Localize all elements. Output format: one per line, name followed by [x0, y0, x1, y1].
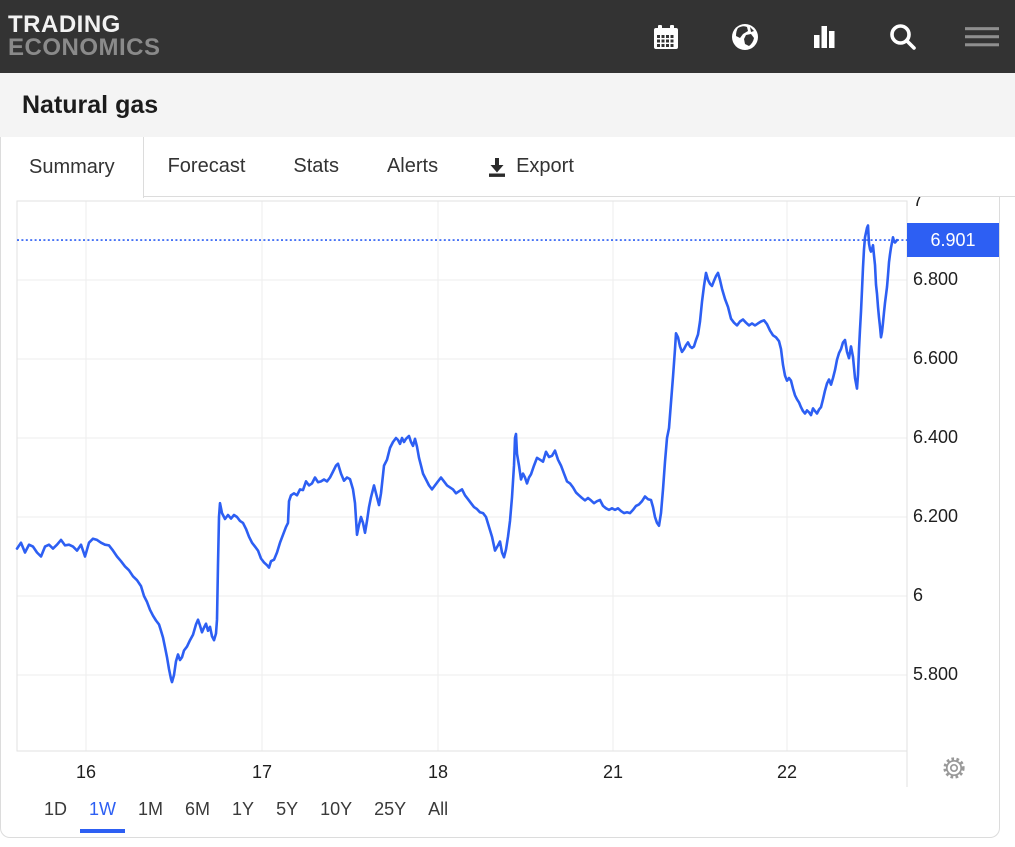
- range-button-25y[interactable]: 25Y: [374, 798, 407, 819]
- x-axis-tick-label: 18: [427, 762, 449, 782]
- download-icon: [486, 156, 508, 178]
- range-button-5y[interactable]: 5Y: [276, 798, 299, 819]
- range-button-1w[interactable]: 1W: [80, 789, 126, 833]
- y-axis-tick-label: 5.800: [913, 664, 959, 684]
- y-axis-tick-label: 6: [913, 585, 924, 605]
- logo-line2: ECONOMICS: [8, 33, 161, 61]
- trading-economics-logo[interactable]: TRADING ECONOMICS: [8, 11, 161, 61]
- tab-stats[interactable]: Stats: [293, 155, 339, 177]
- app-header: TRADING ECONOMICS: [0, 0, 1015, 73]
- tab-alerts[interactable]: Alerts: [386, 155, 439, 177]
- range-button-1m[interactable]: 1M: [138, 798, 164, 819]
- logo-line1: TRADING: [8, 11, 121, 39]
- tab-forecast[interactable]: Forecast: [167, 155, 246, 177]
- range-selector: 1D 1W 1M 6M 1Y 5Y 10Y 25Y All: [35, 789, 461, 833]
- range-button-10y[interactable]: 10Y: [320, 798, 353, 819]
- x-axis-tick-label: 21: [602, 762, 624, 782]
- x-axis-tick-label: 16: [75, 762, 97, 782]
- settings-gear-icon[interactable]: [941, 755, 967, 781]
- price-plot[interactable]: [1, 197, 999, 838]
- page-title: Natural gas: [22, 90, 159, 119]
- calendar-icon[interactable]: [649, 20, 683, 54]
- tab-bar: Summary Forecast Stats Alerts Export: [0, 137, 1015, 198]
- range-button-1d[interactable]: 1D: [44, 798, 68, 819]
- range-button-1y[interactable]: 1Y: [232, 798, 255, 819]
- menu-icon[interactable]: [965, 20, 999, 54]
- range-button-6m[interactable]: 6M: [185, 798, 211, 819]
- tab-summary[interactable]: Summary: [0, 137, 144, 198]
- search-icon[interactable]: [886, 20, 920, 54]
- chart-panel: 7 6.800 6.600 6.400 6.200 6 5.800 16 17 18 21 22 6…: [0, 197, 1000, 838]
- y-axis-tick-label: 6.200: [913, 506, 959, 526]
- range-button-all[interactable]: All: [428, 798, 449, 819]
- x-axis-tick-label: 22: [776, 762, 798, 782]
- current-price-badge: 6.901: [907, 223, 999, 257]
- tab-export[interactable]: Export: [462, 137, 598, 196]
- title-bar: Natural gas: [0, 73, 1015, 137]
- y-axis-tick-label: 6.600: [913, 348, 959, 368]
- y-axis-tick-label: 7: [913, 197, 924, 210]
- bar-chart-icon[interactable]: [807, 20, 841, 54]
- y-axis-tick-label: 6.800: [913, 269, 959, 289]
- x-axis-tick-label: 17: [251, 762, 273, 782]
- globe-icon[interactable]: [728, 20, 762, 54]
- y-axis-tick-label: 6.400: [913, 427, 959, 447]
